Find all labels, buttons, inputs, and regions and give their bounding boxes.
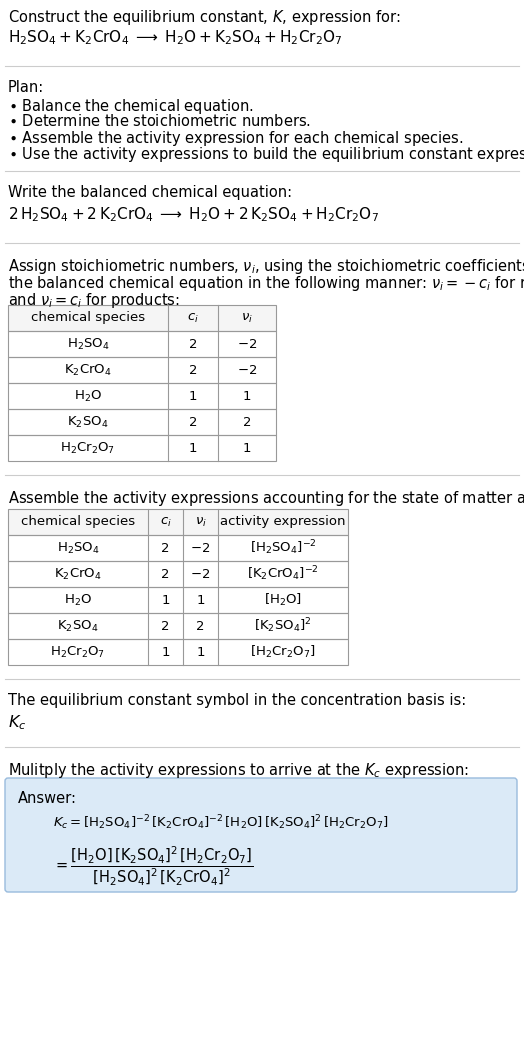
- Text: $\mathrm{H_2O}$: $\mathrm{H_2O}$: [74, 389, 102, 403]
- Text: The equilibrium constant symbol in the concentration basis is:: The equilibrium constant symbol in the c…: [8, 693, 466, 708]
- Text: $[\mathrm{H_2O}]$: $[\mathrm{H_2O}]$: [264, 592, 302, 608]
- Text: 1: 1: [243, 390, 251, 402]
- Text: 1: 1: [196, 645, 205, 659]
- Text: 2: 2: [189, 364, 197, 376]
- Bar: [8, 509, 348, 535]
- Text: $\bullet$ Determine the stoichiometric numbers.: $\bullet$ Determine the stoichiometric n…: [8, 113, 311, 129]
- Text: $[\mathrm{K_2CrO_4}]^{-2}$: $[\mathrm{K_2CrO_4}]^{-2}$: [247, 564, 319, 583]
- Text: $[\mathrm{H_2Cr_2O_7}]$: $[\mathrm{H_2Cr_2O_7}]$: [250, 644, 316, 660]
- Text: 2: 2: [161, 541, 170, 555]
- Bar: [8, 561, 348, 587]
- Text: 2: 2: [161, 619, 170, 633]
- Text: $[\mathrm{K_2SO_4}]^2$: $[\mathrm{K_2SO_4}]^2$: [254, 617, 312, 636]
- Text: Assemble the activity expressions accounting for the state of matter and $\nu_i$: Assemble the activity expressions accoun…: [8, 489, 524, 508]
- Text: 2: 2: [189, 416, 197, 428]
- Bar: [8, 305, 276, 331]
- Text: $c_i$: $c_i$: [160, 515, 171, 529]
- Text: $\mathrm{H_2SO_4} + \mathrm{K_2CrO_4} \;\longrightarrow\; \mathrm{H_2O} + \mathr: $\mathrm{H_2SO_4} + \mathrm{K_2CrO_4} \;…: [8, 28, 343, 47]
- Text: 2: 2: [196, 619, 205, 633]
- Text: Mulitply the activity expressions to arrive at the $K_c$ expression:: Mulitply the activity expressions to arr…: [8, 761, 469, 780]
- Bar: [8, 383, 276, 409]
- Text: $-2$: $-2$: [190, 541, 211, 555]
- Bar: [8, 409, 276, 435]
- Text: $\bullet$ Assemble the activity expression for each chemical species.: $\bullet$ Assemble the activity expressi…: [8, 129, 463, 148]
- Text: $[\mathrm{H_2SO_4}]^{-2}$: $[\mathrm{H_2SO_4}]^{-2}$: [249, 538, 316, 557]
- Text: chemical species: chemical species: [31, 312, 145, 324]
- Text: Answer:: Answer:: [18, 791, 77, 806]
- Text: 1: 1: [189, 390, 197, 402]
- Text: $\bullet$ Use the activity expressions to build the equilibrium constant express: $\bullet$ Use the activity expressions t…: [8, 145, 524, 164]
- Bar: [8, 435, 276, 461]
- Text: $= \dfrac{[\mathrm{H_2O}]\,[\mathrm{K_2SO_4}]^2\,[\mathrm{H_2Cr_2O_7}]}{[\mathrm: $= \dfrac{[\mathrm{H_2O}]\,[\mathrm{K_2S…: [53, 845, 254, 888]
- Text: $-2$: $-2$: [237, 338, 257, 350]
- Text: $\mathrm{K_2CrO_4}$: $\mathrm{K_2CrO_4}$: [64, 363, 112, 377]
- Text: 2: 2: [161, 567, 170, 581]
- Text: Assign stoichiometric numbers, $\nu_i$, using the stoichiometric coefficients, $: Assign stoichiometric numbers, $\nu_i$, …: [8, 257, 524, 276]
- Bar: [8, 305, 276, 331]
- Text: activity expression: activity expression: [220, 515, 346, 529]
- Text: $c_i$: $c_i$: [187, 312, 199, 324]
- Text: 2: 2: [189, 338, 197, 350]
- Text: $\nu_i$: $\nu_i$: [194, 515, 206, 529]
- Text: 1: 1: [196, 593, 205, 607]
- Text: $\mathrm{H_2Cr_2O_7}$: $\mathrm{H_2Cr_2O_7}$: [50, 644, 105, 660]
- Text: $\mathrm{H_2SO_4}$: $\mathrm{H_2SO_4}$: [67, 337, 110, 351]
- Text: chemical species: chemical species: [21, 515, 135, 529]
- FancyBboxPatch shape: [5, 778, 517, 893]
- Text: $\mathrm{K_2SO_4}$: $\mathrm{K_2SO_4}$: [67, 415, 108, 429]
- Text: $\mathrm{K_2SO_4}$: $\mathrm{K_2SO_4}$: [57, 618, 99, 634]
- Text: 1: 1: [189, 442, 197, 454]
- Text: 1: 1: [243, 442, 251, 454]
- Text: $\mathrm{H_2SO_4}$: $\mathrm{H_2SO_4}$: [57, 540, 100, 556]
- Bar: [8, 509, 348, 535]
- Bar: [8, 613, 348, 639]
- Bar: [8, 357, 276, 383]
- Text: Write the balanced chemical equation:: Write the balanced chemical equation:: [8, 185, 292, 199]
- Text: Construct the equilibrium constant, $K$, expression for:: Construct the equilibrium constant, $K$,…: [8, 8, 401, 27]
- Text: $\nu_i$: $\nu_i$: [241, 312, 253, 324]
- Text: the balanced chemical equation in the following manner: $\nu_i = -c_i$ for react: the balanced chemical equation in the fo…: [8, 274, 524, 293]
- Bar: [8, 331, 276, 357]
- Text: $K_c = [\mathrm{H_2SO_4}]^{-2}\,[\mathrm{K_2CrO_4}]^{-2}\,[\mathrm{H_2O}]\,[\mat: $K_c = [\mathrm{H_2SO_4}]^{-2}\,[\mathrm…: [53, 812, 389, 831]
- Bar: [8, 639, 348, 665]
- Text: $\bullet$ Balance the chemical equation.: $\bullet$ Balance the chemical equation.: [8, 97, 254, 116]
- Text: $-2$: $-2$: [190, 567, 211, 581]
- Text: 1: 1: [161, 645, 170, 659]
- Text: 1: 1: [161, 593, 170, 607]
- Text: 2: 2: [243, 416, 251, 428]
- Text: Plan:: Plan:: [8, 80, 44, 95]
- Bar: [8, 587, 348, 613]
- Bar: [8, 535, 348, 561]
- Text: $\mathrm{H_2O}$: $\mathrm{H_2O}$: [64, 592, 92, 608]
- Text: $\mathrm{K_2CrO_4}$: $\mathrm{K_2CrO_4}$: [54, 566, 102, 582]
- Text: $K_c$: $K_c$: [8, 713, 26, 731]
- Text: $-2$: $-2$: [237, 364, 257, 376]
- Text: $\mathrm{H_2Cr_2O_7}$: $\mathrm{H_2Cr_2O_7}$: [60, 441, 116, 455]
- Text: and $\nu_i = c_i$ for products:: and $\nu_i = c_i$ for products:: [8, 291, 180, 310]
- Text: $2\,\mathrm{H_2SO_4} + 2\,\mathrm{K_2CrO_4} \;\longrightarrow\; \mathrm{H_2O} + : $2\,\mathrm{H_2SO_4} + 2\,\mathrm{K_2CrO…: [8, 205, 379, 223]
